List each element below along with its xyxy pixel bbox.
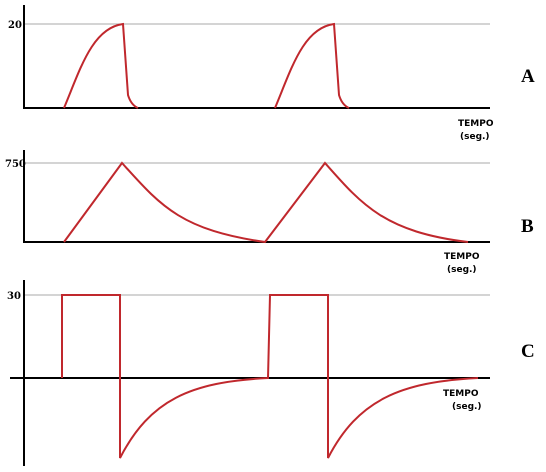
panel-b: 750 TEMPO (seg.) B — [5, 150, 534, 275]
tick-label: 750 — [5, 159, 26, 170]
x-unit: (seg.) — [447, 265, 477, 275]
x-unit: (seg.) — [460, 132, 490, 142]
waveform — [63, 161, 469, 244]
panel-letter: B — [521, 216, 534, 237]
x-label: TEMPO — [458, 119, 494, 129]
panel-c: 30 TEMPO (seg.) C — [7, 280, 535, 466]
waveform — [61, 294, 479, 459]
tick-label: 30 — [7, 291, 21, 302]
x-label: TEMPO — [443, 389, 479, 399]
axes — [23, 150, 490, 243]
panel-letter: A — [521, 66, 535, 87]
tick-label: 20 — [8, 20, 22, 31]
waveform — [63, 22, 350, 109]
x-label: TEMPO — [444, 252, 480, 262]
axes — [23, 5, 490, 109]
x-unit: (seg.) — [452, 402, 482, 412]
panel-letter: C — [521, 341, 535, 362]
panel-a: 20 TEMPO (seg.) A — [8, 5, 535, 142]
